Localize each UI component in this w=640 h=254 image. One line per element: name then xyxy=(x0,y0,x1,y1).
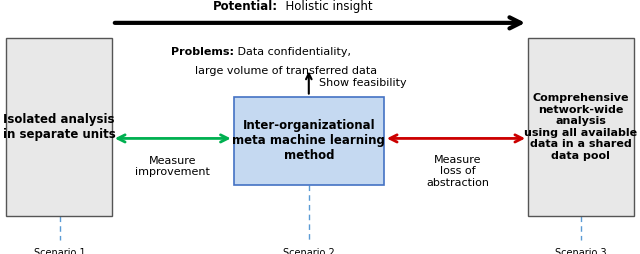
FancyBboxPatch shape xyxy=(528,38,634,216)
Text: Comprehensive
network-wide
analysis
using all available
data in a shared
data po: Comprehensive network-wide analysis usin… xyxy=(524,93,637,161)
Text: Show feasibility: Show feasibility xyxy=(319,78,406,88)
Text: Scenario 2: Scenario 2 xyxy=(283,248,335,254)
Text: Scenario 1: Scenario 1 xyxy=(34,248,85,254)
Text: Data confidentiality,: Data confidentiality, xyxy=(234,47,351,57)
Text: large volume of transferred data: large volume of transferred data xyxy=(195,66,377,76)
Text: Holistic insight: Holistic insight xyxy=(278,0,373,13)
Text: Measure
loss of
abstraction: Measure loss of abstraction xyxy=(426,155,489,188)
FancyBboxPatch shape xyxy=(6,38,112,216)
Text: Inter-organizational
meta machine learning
method: Inter-organizational meta machine learni… xyxy=(232,119,385,163)
Text: Isolated analysis
in separate units: Isolated analysis in separate units xyxy=(3,113,116,141)
Text: Potential:: Potential: xyxy=(213,0,278,13)
FancyBboxPatch shape xyxy=(234,97,384,185)
Text: Scenario 3: Scenario 3 xyxy=(555,248,607,254)
Text: Measure
improvement: Measure improvement xyxy=(136,155,210,177)
Text: Problems:: Problems: xyxy=(171,47,234,57)
